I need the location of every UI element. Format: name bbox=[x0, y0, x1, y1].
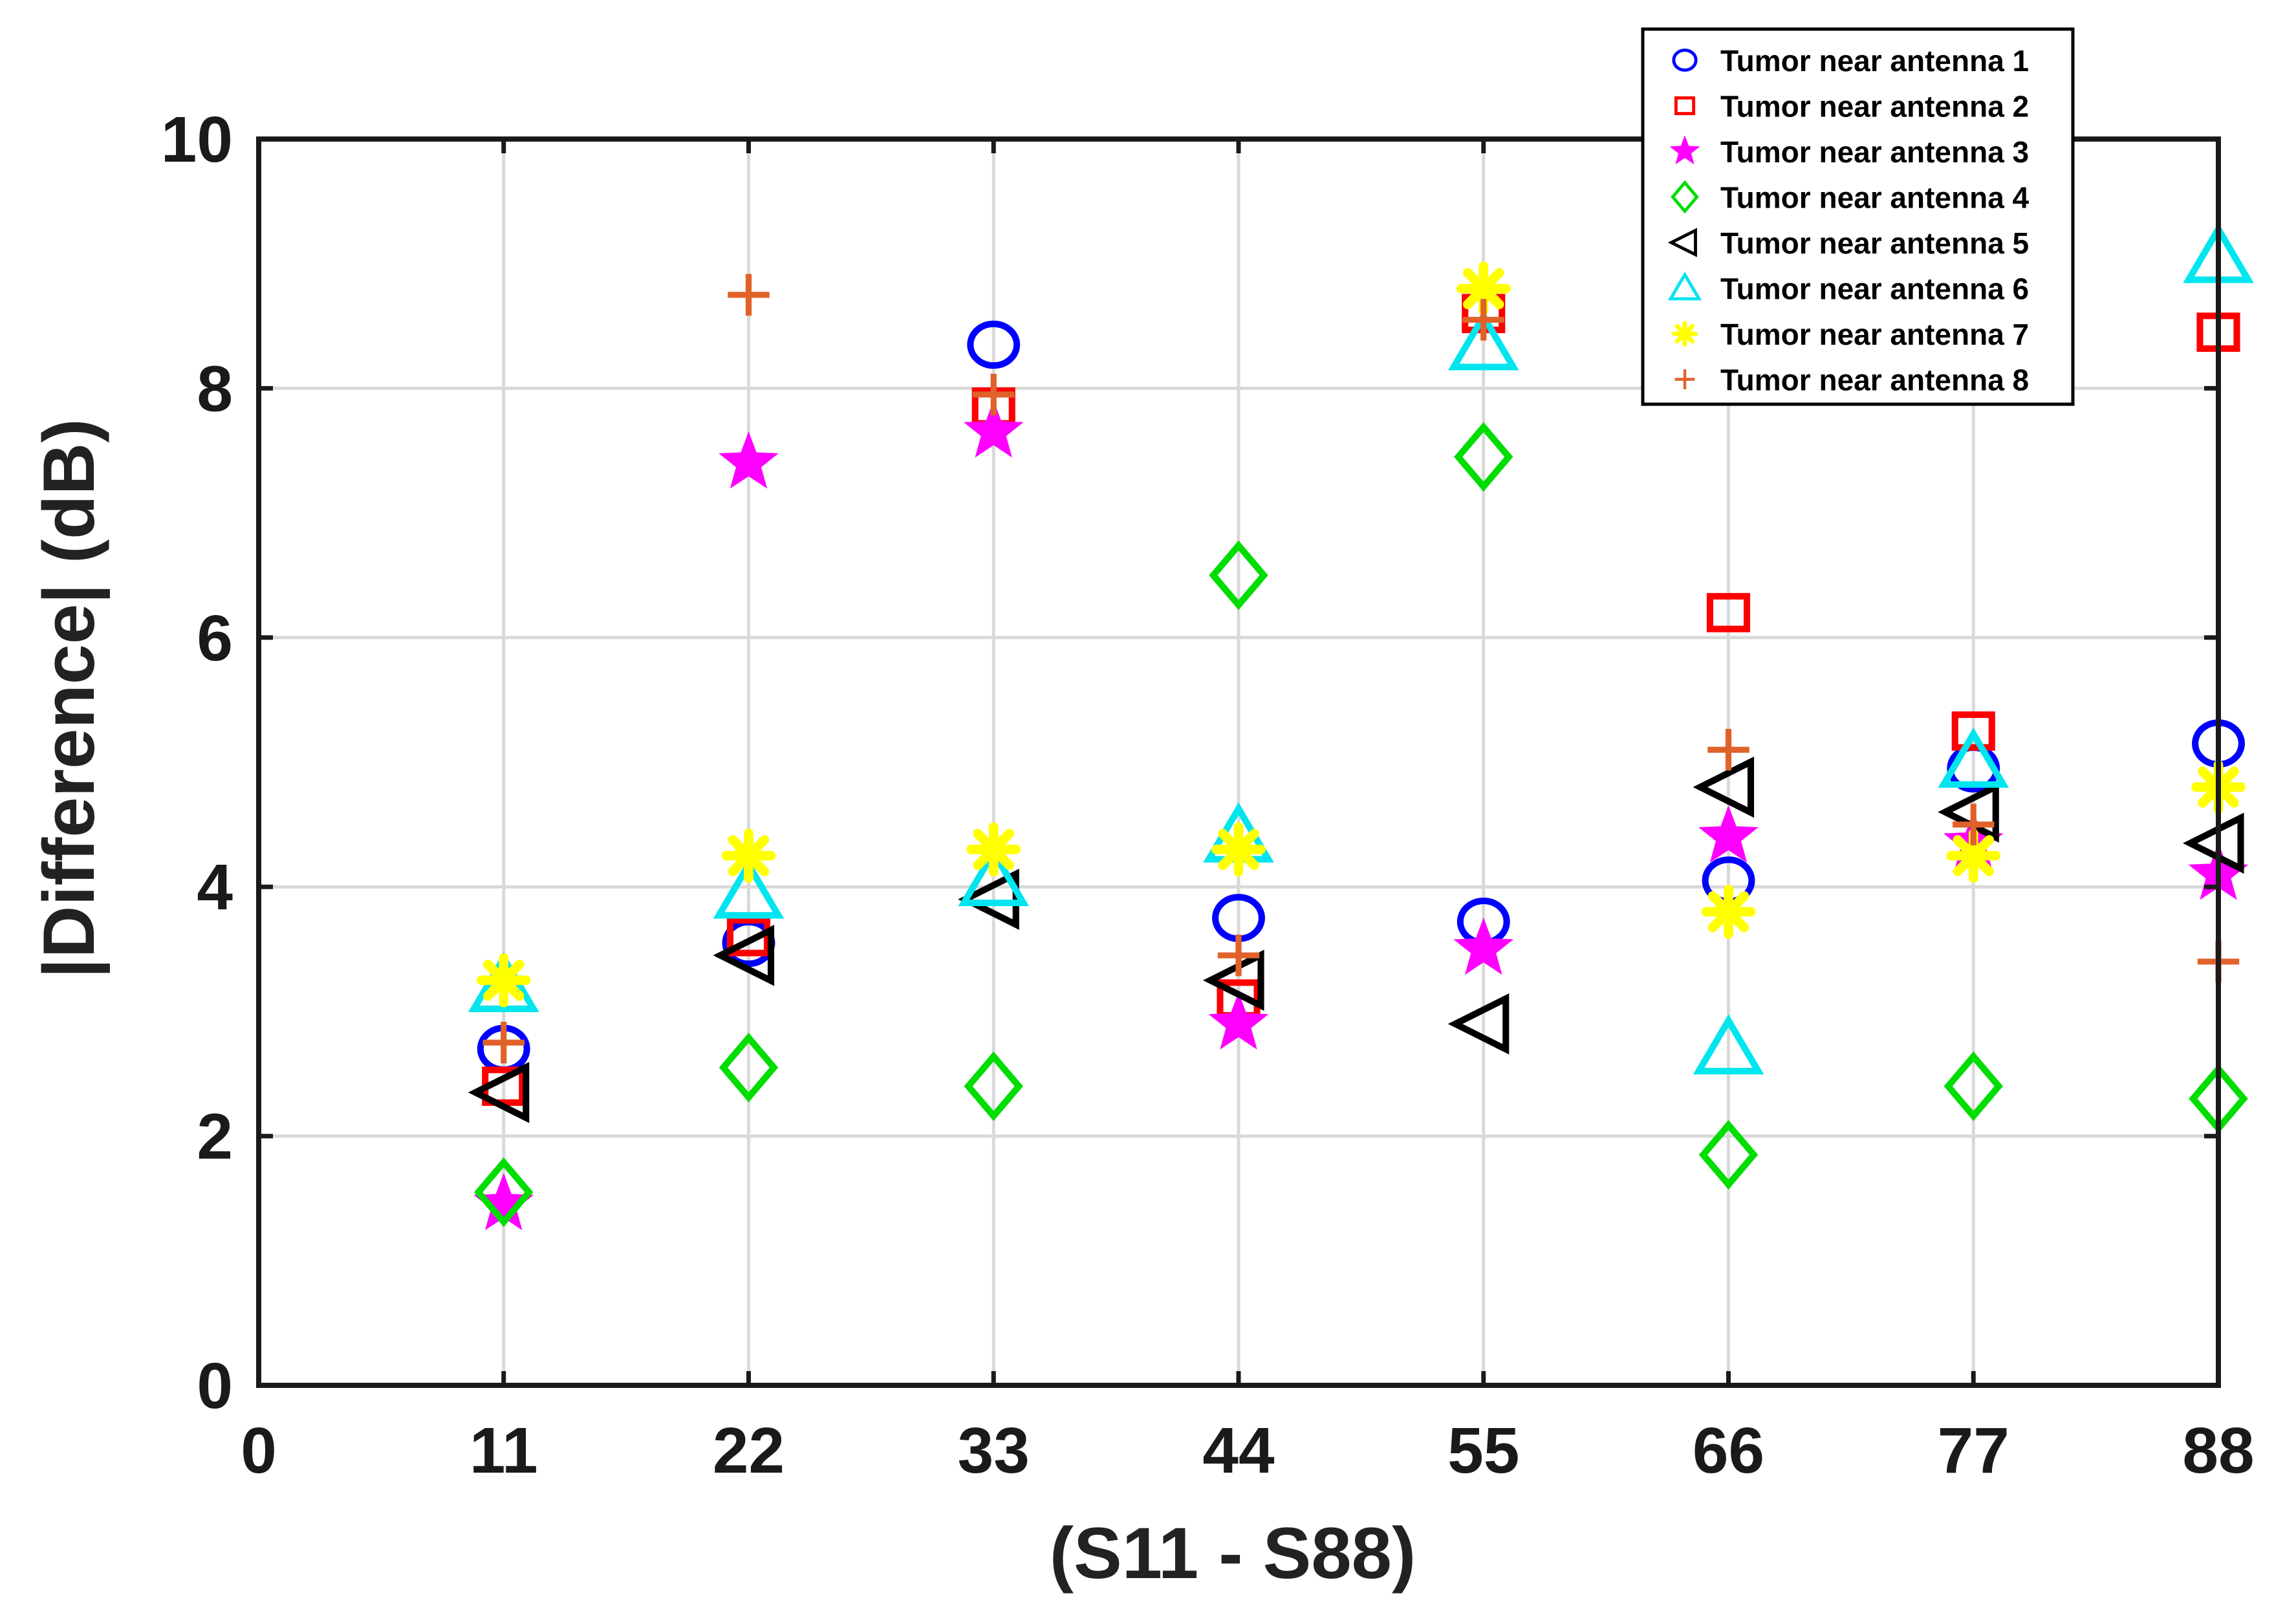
x-tick-label: 11 bbox=[470, 1414, 538, 1487]
legend-marker bbox=[1674, 96, 1696, 116]
legend-marker bbox=[1674, 369, 1695, 389]
legend-marker bbox=[1669, 135, 1700, 165]
y-tick-label: 4 bbox=[197, 851, 233, 924]
y-axis-label: |Difference| (dB) bbox=[28, 418, 110, 978]
x-tick-label: 22 bbox=[713, 1414, 785, 1487]
legend-entry-label: Tumor near antenna 3 bbox=[1720, 135, 2029, 169]
point-series-4 bbox=[1698, 1120, 1759, 1190]
legend-marker bbox=[1672, 49, 1698, 72]
series-7 bbox=[476, 261, 2246, 1008]
point-series-7 bbox=[721, 828, 776, 883]
point-series-5 bbox=[1447, 993, 1510, 1055]
point-series-8 bbox=[1462, 299, 1504, 341]
point-series-4 bbox=[719, 1032, 779, 1103]
x-axis-label: (S11 - S88) bbox=[1050, 1513, 1416, 1594]
point-series-3 bbox=[1698, 805, 1759, 863]
asterisk-stroke bbox=[1953, 835, 1995, 876]
x-tick-label: 88 bbox=[2182, 1414, 2254, 1487]
point-series-6 bbox=[1938, 727, 2009, 788]
tick-labels: 0 11 22 33 44 55 66 77 88 0 2 4 6 8 10 bbox=[161, 103, 2255, 1487]
point-series-7 bbox=[1211, 822, 1266, 877]
legend: Tumor near antenna 1 Tumor near antenna 2… bbox=[1641, 27, 2075, 406]
legend-marker bbox=[1667, 271, 1702, 301]
asterisk-stroke bbox=[973, 828, 1015, 871]
asterisk-stroke bbox=[1218, 828, 1259, 871]
point-series-8 bbox=[973, 373, 1015, 416]
point-series-3 bbox=[1208, 992, 1269, 1050]
point-series-3 bbox=[719, 431, 779, 489]
x-tick-label: 44 bbox=[1202, 1414, 1275, 1487]
y-tick-label: 10 bbox=[161, 103, 233, 176]
point-series-4 bbox=[474, 1157, 534, 1228]
point-series-2 bbox=[1951, 711, 1995, 751]
point-series-6 bbox=[1447, 310, 1519, 371]
x-tick-label: 77 bbox=[1938, 1414, 2009, 1487]
point-series-5 bbox=[713, 924, 775, 986]
point-series-6 bbox=[1693, 1014, 1764, 1075]
point-series-6 bbox=[958, 845, 1030, 907]
point-series-4 bbox=[1944, 1051, 2003, 1121]
asterisk-stroke bbox=[728, 835, 770, 876]
point-series-8 bbox=[482, 1021, 525, 1064]
legend-marker bbox=[1667, 228, 1697, 257]
point-series-7 bbox=[476, 953, 531, 1008]
y-tick-label: 6 bbox=[197, 602, 233, 675]
point-series-2 bbox=[1706, 592, 1751, 633]
point-series-7 bbox=[966, 822, 1021, 877]
point-series-4 bbox=[964, 1051, 1023, 1121]
point-series-5 bbox=[468, 1061, 530, 1123]
point-series-1 bbox=[967, 320, 1021, 369]
y-tick-label: 8 bbox=[197, 352, 233, 425]
legend-entry-label: Tumor near antenna 7 bbox=[1720, 318, 2029, 351]
legend-marker bbox=[1671, 180, 1699, 214]
legend-entry-label: Tumor near antenna 4 bbox=[1720, 181, 2030, 215]
point-series-8 bbox=[1707, 729, 1749, 771]
legend-entry-label: Tumor near antenna 8 bbox=[1720, 363, 2029, 397]
x-tick-label: 33 bbox=[958, 1414, 1030, 1487]
y-tick-label: 2 bbox=[197, 1101, 233, 1173]
point-series-8 bbox=[728, 274, 770, 316]
point-series-5 bbox=[1693, 756, 1755, 818]
asterisk-stroke bbox=[1707, 891, 1749, 933]
point-series-3 bbox=[963, 400, 1024, 458]
point-series-4 bbox=[1454, 422, 1513, 492]
point-series-5 bbox=[958, 869, 1019, 930]
asterisk-stroke bbox=[1462, 268, 1504, 309]
point-series-6 bbox=[713, 858, 785, 919]
point-series-3 bbox=[1453, 917, 1514, 975]
series-5 bbox=[468, 756, 2244, 1123]
x-tick-label: 55 bbox=[1447, 1414, 1519, 1487]
point-series-7 bbox=[1701, 884, 1756, 939]
asterisk-stroke bbox=[1674, 323, 1695, 344]
legend-entry-label: Tumor near antenna 5 bbox=[1720, 226, 2029, 260]
point-series-2 bbox=[726, 916, 771, 957]
x-tick-label: 66 bbox=[1693, 1414, 1764, 1487]
point-series-8 bbox=[1953, 803, 1995, 846]
asterisk-stroke bbox=[482, 959, 525, 1001]
legend-marker bbox=[1671, 320, 1698, 347]
legend-box bbox=[1641, 27, 2075, 406]
x-tick-label: 0 bbox=[241, 1414, 277, 1487]
legend-entry-label: Tumor near antenna 2 bbox=[1720, 90, 2029, 124]
y-tick-label: 0 bbox=[197, 1350, 233, 1422]
point-series-8 bbox=[1217, 934, 1260, 977]
point-series-5 bbox=[2182, 812, 2244, 874]
legend-entry-label: Tumor near antenna 1 bbox=[1720, 44, 2029, 78]
point-series-4 bbox=[1209, 540, 1268, 611]
series-8 bbox=[482, 274, 2240, 1064]
legend-entry-label: Tumor near antenna 6 bbox=[1720, 272, 2029, 306]
